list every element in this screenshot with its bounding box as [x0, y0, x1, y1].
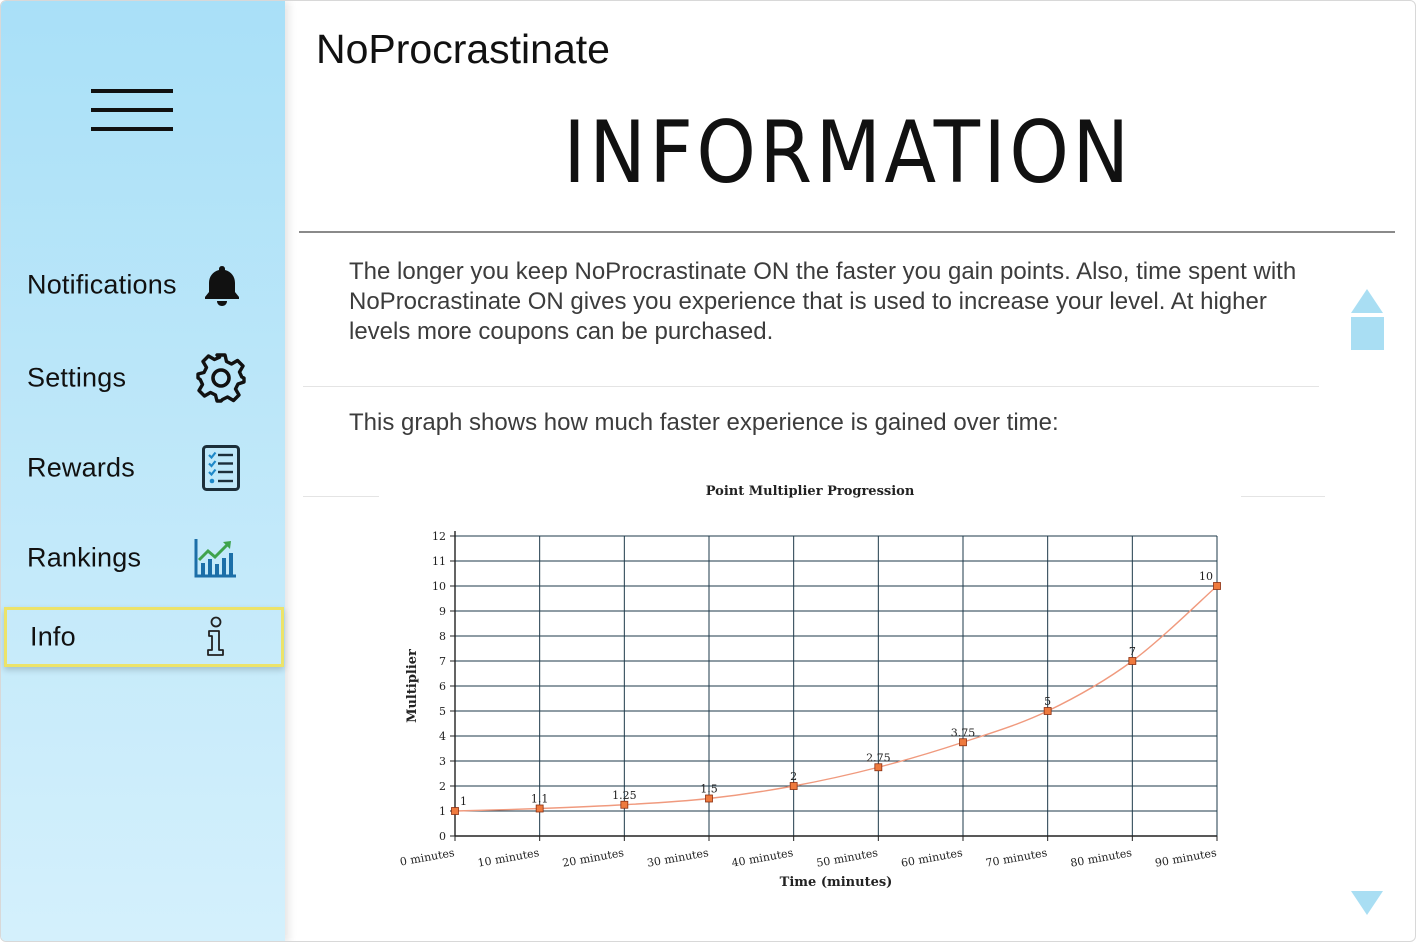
- info-icon: [207, 616, 224, 656]
- checklist-icon: [202, 445, 240, 491]
- hamburger-menu-icon[interactable]: [91, 89, 173, 135]
- data-point: [1128, 657, 1137, 665]
- multiplier-chart: 0 1 2 3 4 5 6 7 8 9 10 11 12 0 minutes 10 minutes 20 mi…: [379, 479, 1241, 921]
- y-tick-label: 11: [432, 555, 446, 568]
- y-tick-label: 7: [439, 655, 446, 668]
- sidebar-item-label: Rankings: [27, 542, 142, 573]
- sidebar-item-label: Info: [30, 621, 76, 652]
- sidebar-item-notifications[interactable]: Notifications: [1, 255, 285, 315]
- x-tick-label: 20 minutes: [561, 846, 625, 870]
- data-point: [705, 794, 713, 803]
- data-point: [874, 763, 883, 772]
- x-tick-label: 90 minutes: [1154, 846, 1218, 870]
- x-tick-label: 70 minutes: [985, 846, 1049, 870]
- y-tick-label: 6: [439, 680, 446, 693]
- sidebar: Notifications Settings Rewards: [1, 1, 285, 941]
- x-tick-label: 50 minutes: [815, 846, 879, 870]
- sidebar-item-rewards[interactable]: Rewards: [1, 438, 285, 498]
- data-label: 2.75: [866, 751, 891, 764]
- y-tick-label: 5: [439, 705, 446, 718]
- y-tick-label: 3: [439, 755, 446, 768]
- data-label: 10: [1199, 570, 1213, 583]
- scroll-up-arrow-icon[interactable]: [1349, 289, 1385, 353]
- data-label: 2: [790, 770, 797, 783]
- rising-chart-icon: [194, 539, 236, 578]
- series-line: [454, 585, 1218, 812]
- sidebar-item-label: Notifications: [27, 269, 177, 300]
- data-point: [451, 807, 459, 815]
- header-divider: [299, 231, 1395, 233]
- data-label: 1.5: [700, 783, 718, 796]
- sidebar-item-rankings[interactable]: Rankings: [1, 528, 285, 588]
- scroll-down-arrow-icon[interactable]: [1351, 891, 1383, 915]
- data-label: 1.25: [612, 789, 637, 802]
- y-tick-label: 12: [432, 530, 446, 543]
- page-title: INFORMATION: [563, 103, 1133, 203]
- y-tick-label: 1: [439, 805, 446, 818]
- section-divider: [1241, 496, 1325, 497]
- x-tick-label: 40 minutes: [731, 846, 795, 870]
- sidebar-item-info[interactable]: Info: [4, 607, 284, 667]
- data-label: 1.1: [531, 793, 549, 806]
- x-tick-label: 60 minutes: [900, 846, 964, 870]
- x-tick-label: 10 minutes: [477, 846, 541, 870]
- x-tick-label: 30 minutes: [646, 846, 710, 870]
- bell-icon: [205, 266, 239, 306]
- sidebar-item-label: Rewards: [27, 452, 135, 483]
- x-tick-label: 80 minutes: [1069, 846, 1133, 870]
- section-divider: [303, 496, 379, 497]
- y-tick-label: 8: [439, 630, 446, 643]
- data-point: [535, 804, 544, 813]
- y-tick-label: 4: [439, 730, 446, 743]
- data-label: 1: [460, 795, 467, 808]
- sidebar-item-settings[interactable]: Settings: [1, 348, 285, 408]
- sidebar-item-label: Settings: [27, 362, 127, 393]
- data-point: [1043, 707, 1052, 715]
- data-point: [959, 738, 967, 747]
- x-axis-label: Time (minutes): [780, 875, 893, 890]
- y-tick-label: 0: [439, 830, 446, 843]
- data-label: 5: [1044, 695, 1051, 708]
- data-point: [620, 800, 629, 809]
- data-point: [1213, 582, 1221, 590]
- data-label: 7: [1129, 645, 1136, 658]
- y-tick-label: 10: [432, 580, 446, 593]
- info-paragraph: The longer you keep NoProcrastinate ON t…: [349, 258, 1297, 345]
- y-tick-label: 9: [439, 605, 446, 618]
- y-axis-label: Multiplier: [405, 649, 420, 723]
- gear-icon: [196, 353, 246, 403]
- app-title: NoProcrastinate: [316, 26, 610, 72]
- chart-title: Point Multiplier Progression: [706, 484, 915, 499]
- data-point: [789, 782, 798, 790]
- data-label: 3.75: [951, 726, 976, 739]
- section-divider: [303, 386, 1319, 387]
- y-tick-label: 2: [439, 780, 446, 793]
- x-tick-label: 0 minutes: [399, 846, 456, 868]
- graph-caption: This graph shows how much faster experie…: [349, 409, 1059, 436]
